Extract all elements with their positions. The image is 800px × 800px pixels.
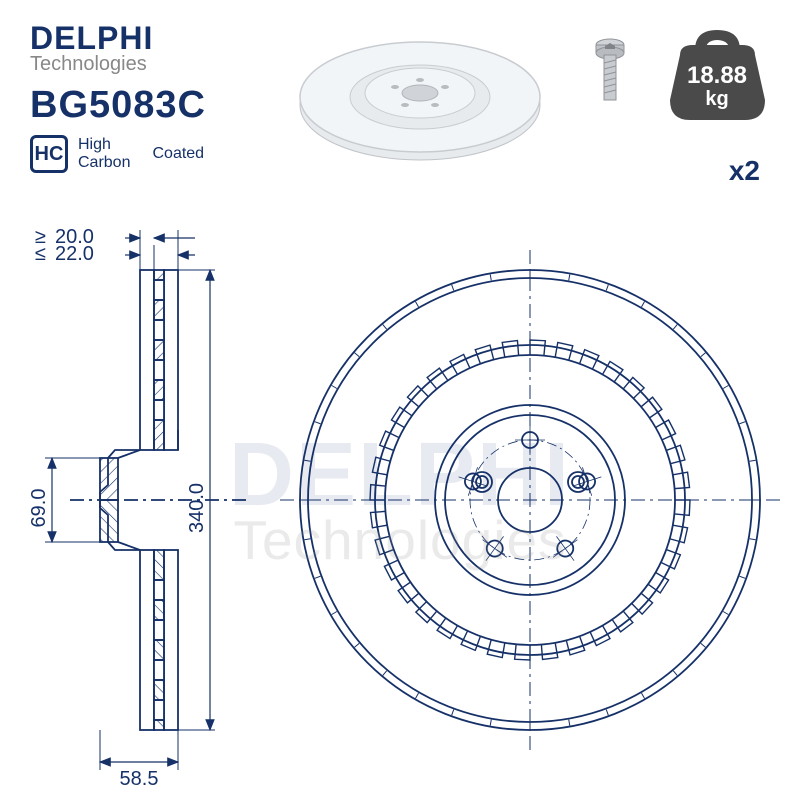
hc-badge: HC [30,135,68,173]
hc-row: HC High Carbon Coated [30,135,206,173]
dim-thickness-max: 22.0 [55,243,94,265]
dim-outer-diameter: 340.0 [186,483,208,533]
part-number: BG5083C [30,84,206,127]
front-face-view [280,250,780,750]
sym-le: ≤ [35,243,46,265]
weight-unit: kg [705,88,728,110]
dim-hat-depth: 58.5 [120,768,159,790]
brand-subtitle: Technologies [30,53,206,76]
screw-icon [590,35,630,115]
rotor-upper [100,270,178,500]
quantity-label: x2 [729,155,760,187]
hc-label-line2: Carbon [78,154,130,172]
side-section-view [45,230,250,770]
header: DELPHI Technologies BG5083C HC High Carb… [30,20,770,200]
technical-drawing: DELPHI Technologies [0,210,800,790]
hc-label-line1: High [78,136,130,154]
brand-name: DELPHI [30,20,206,57]
product-photo [290,25,550,175]
dim-hat-height: 69.0 [28,489,50,528]
hc-label: High Carbon [78,136,130,171]
coated-label: Coated [152,145,204,163]
weight-badge: 18.88 kg [665,25,770,125]
drawing-svg: ≥ ≤ 20.0 22.0 69.0 340.0 58.5 [0,210,800,790]
rotor-lower [100,500,178,730]
weight-value: 18.88 [687,62,747,89]
brand-block: DELPHI Technologies BG5083C HC High Carb… [30,20,206,173]
